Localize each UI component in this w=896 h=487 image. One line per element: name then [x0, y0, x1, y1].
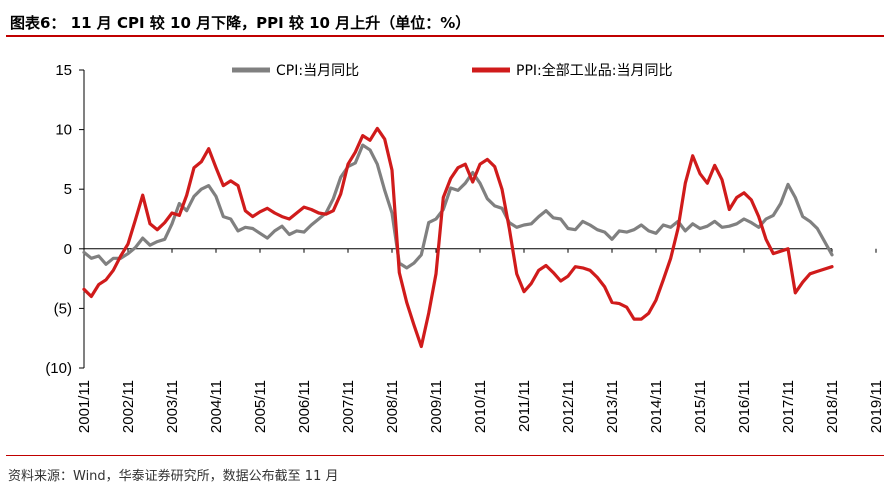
x-tick-label: 2001/11 [76, 380, 93, 433]
axes-layer [79, 69, 877, 369]
x-tick-label: 2016/11 [736, 380, 753, 433]
figure-title: 图表6： 11 月 CPI 较 10 月下降，PPI 较 10 月上升（单位：%… [10, 14, 471, 32]
x-tick-label: 2018/11 [824, 380, 841, 433]
legend: CPI:当月同比 PPI:全部工业品:当月同比 [232, 62, 672, 79]
legend-label-ppi: PPI:全部工业品:当月同比 [516, 62, 672, 79]
series-line-ppi [82, 126, 834, 349]
x-tick-labels: 2001/11 2002/11 2003/11 2004/11 2005/11 2006/… [76, 380, 885, 433]
x-tick-label: 2015/11 [692, 380, 709, 433]
x-tick-label: 2010/11 [472, 380, 489, 433]
y-tick-label: 0 [64, 241, 72, 258]
y-tick-label: 15 [55, 62, 72, 79]
x-tick-label: 2007/11 [340, 380, 357, 433]
y-tick-label: 10 [55, 122, 72, 139]
x-tick-label: 2017/11 [780, 380, 797, 433]
x-tick-label: 2002/11 [120, 380, 137, 433]
source-note: 资料来源：Wind，华泰证券研究所，数据公布截至 11 月 [8, 469, 339, 484]
y-tick-label: (10) [45, 360, 72, 377]
series-layer [82, 126, 834, 349]
x-tick-label: 2004/11 [208, 380, 225, 433]
x-tick-label: 2005/11 [252, 380, 269, 433]
y-tick-label: (5) [54, 300, 72, 317]
x-tick-label: 2014/11 [648, 380, 665, 433]
bottom-divider [6, 455, 884, 456]
x-tick-label: 2012/11 [560, 380, 577, 433]
x-tick-label: 2011/11 [516, 380, 533, 432]
x-tick-label: 2006/11 [296, 380, 313, 433]
y-tick-labels: 15 10 5 0 (5) (10) [45, 62, 72, 377]
y-tick-label: 5 [64, 181, 72, 198]
x-tick-label: 2003/11 [164, 380, 181, 433]
x-tick-label: 2008/11 [384, 380, 401, 433]
top-divider [6, 35, 884, 37]
legend-label-cpi: CPI:当月同比 [276, 63, 359, 79]
x-tick-label: 2013/11 [604, 380, 621, 433]
series-line-cpi [82, 143, 834, 270]
x-tick-label: 2009/11 [428, 380, 445, 433]
x-tick-label: 2019/11 [868, 380, 885, 433]
figure-header: 图表6： 11 月 CPI 较 10 月下降，PPI 较 10 月上升（单位：%… [10, 6, 880, 32]
